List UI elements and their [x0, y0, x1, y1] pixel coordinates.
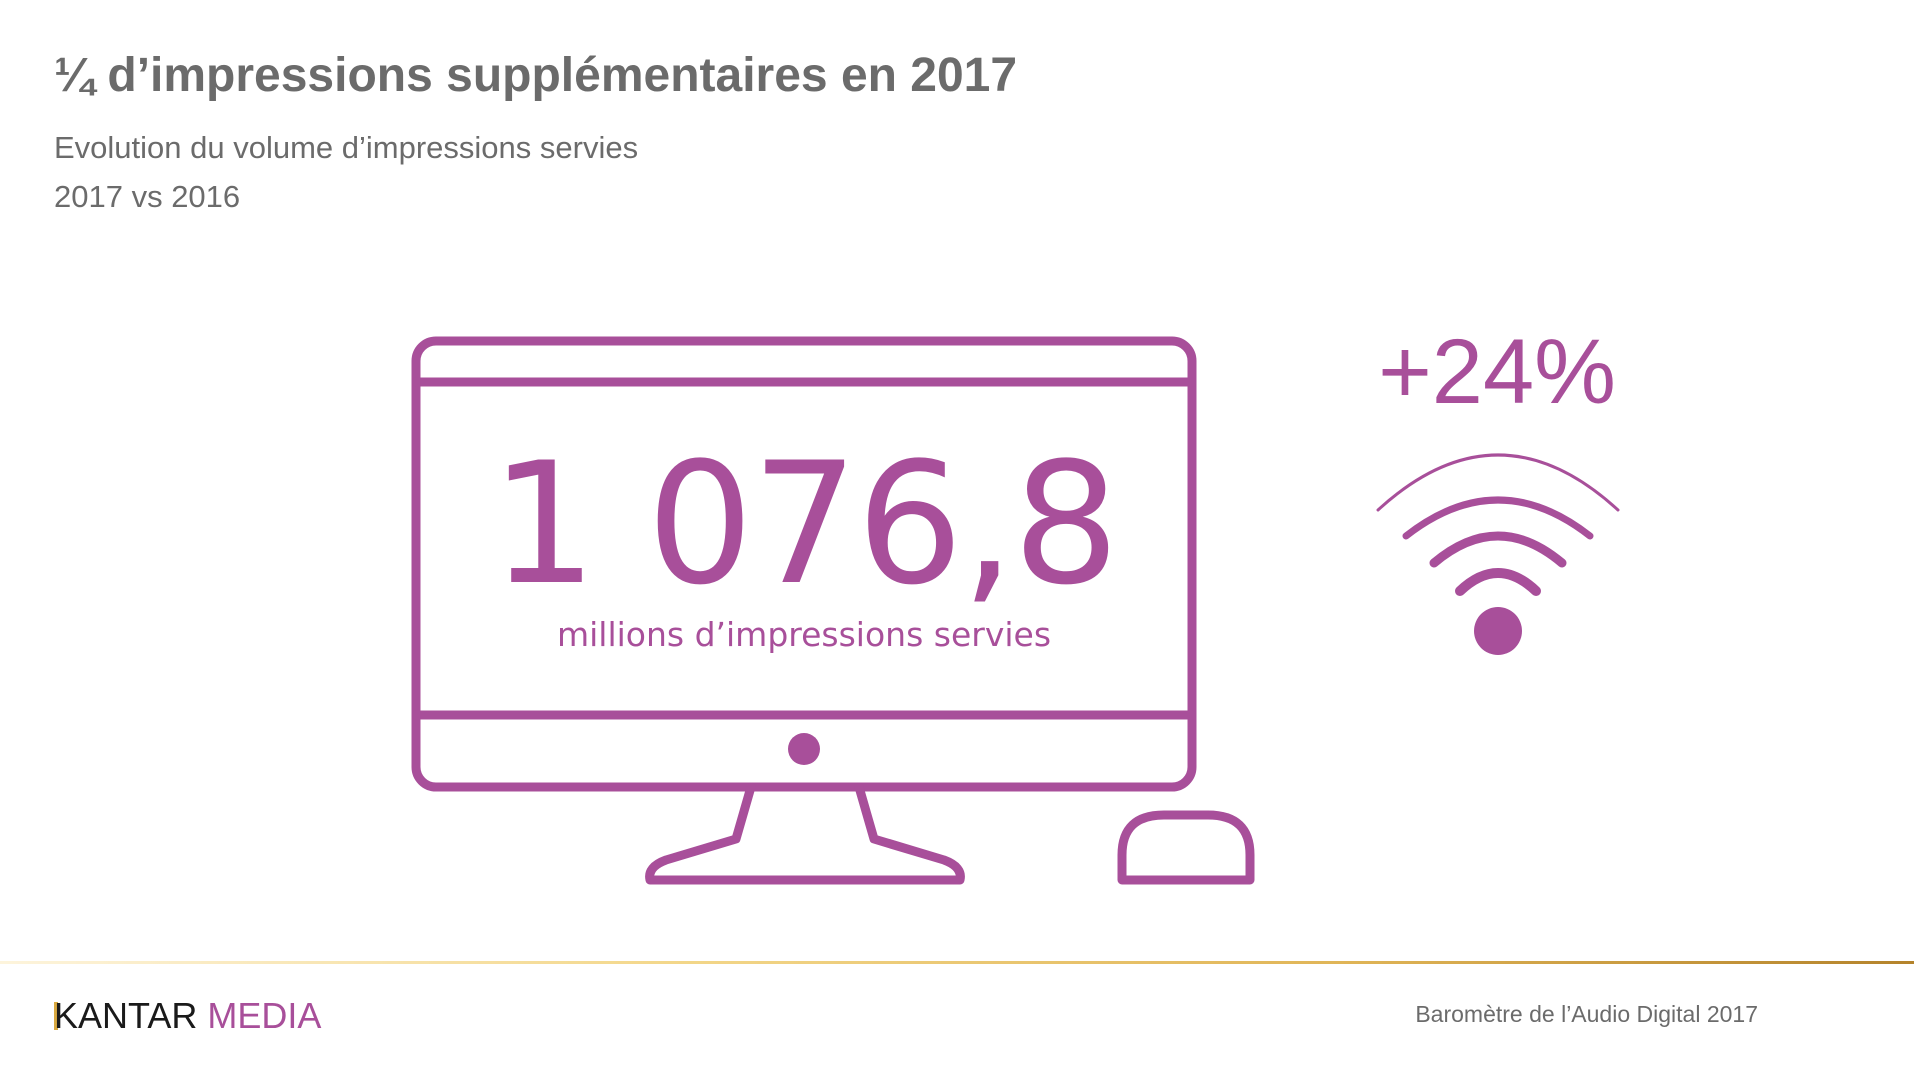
slide-period: 2017 vs 2016	[54, 179, 241, 214]
logo-word-kantar: KANTAR	[54, 995, 198, 1036]
source-label: Baromètre de l’Audio Digital 2017	[1415, 1001, 1758, 1027]
footer-divider	[0, 961, 1914, 964]
impressions-value: 1 076,8	[490, 426, 1119, 622]
slide-title: ¼ d’impressions supplémentaires en 2017	[54, 49, 1018, 102]
slide-subtitle: Evolution du volume d’impressions servie…	[54, 130, 639, 165]
monitor-power-dot	[788, 733, 820, 765]
logo-word-media: MEDIA	[207, 995, 322, 1036]
growth-percentage: +24%	[1378, 321, 1616, 423]
computer-monitor-icon	[411, 336, 1197, 885]
kantar-media-logo: KANTAR MEDIA	[54, 998, 321, 1034]
computer-mouse-icon	[1117, 810, 1255, 885]
logo-accent-mark	[54, 1002, 58, 1030]
wifi-signal-icon	[1376, 453, 1620, 655]
impressions-unit: millions d’impressions servies	[556, 615, 1052, 654]
